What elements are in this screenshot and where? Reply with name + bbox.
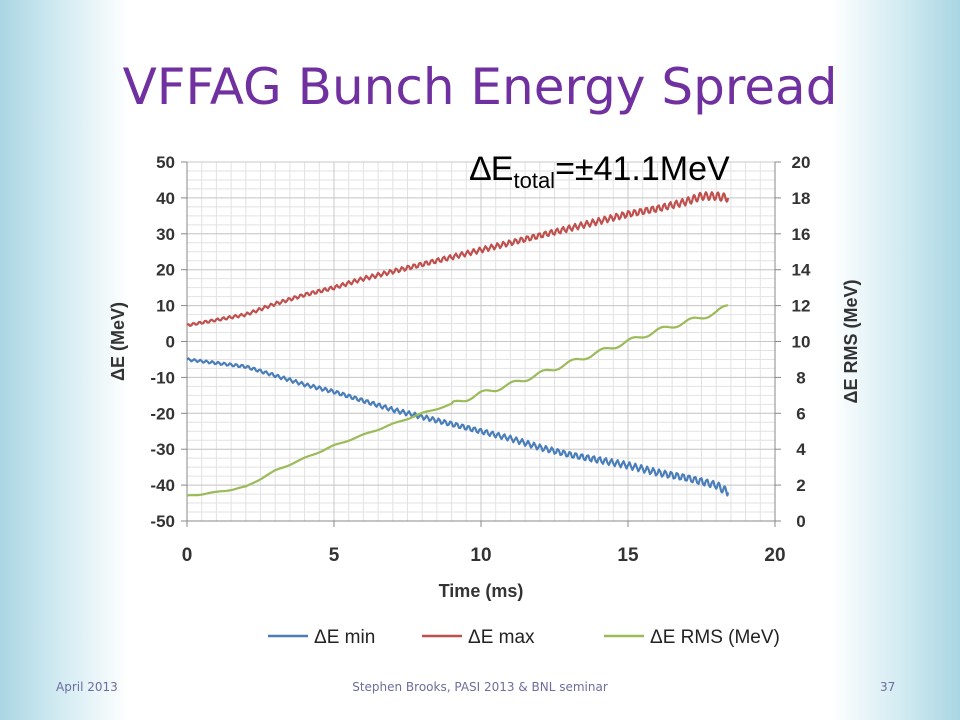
y2-axis-title: ΔE RMS (MeV): [841, 280, 861, 404]
slide-title: VFFAG Bunch Energy Spread: [122, 58, 838, 116]
y2-tick-label: 6: [796, 404, 805, 423]
y-tick-label: -30: [150, 440, 175, 459]
y2-tick-label: 10: [792, 333, 811, 352]
y-axis-title: ΔE (MeV): [108, 302, 128, 381]
y2-tick-label: 14: [792, 261, 811, 280]
y-tick-label: -50: [150, 512, 175, 531]
footer-author: Stephen Brooks, PASI 2013 & BNL seminar: [352, 680, 608, 694]
y-tick-label: -40: [150, 476, 175, 495]
y-tick-label: -10: [150, 368, 175, 387]
x-tick-label: 0: [182, 545, 193, 566]
y2-tick-label: 20: [792, 153, 811, 172]
y2-tick-label: 0: [796, 512, 805, 531]
legend-label-2: ΔE RMS (MeV): [650, 627, 780, 648]
legend-label-1: ΔE max: [468, 627, 535, 648]
y-tick-label: 40: [156, 189, 175, 208]
y2-tick-label: 18: [792, 189, 811, 208]
series-line-2: [186, 304, 729, 497]
x-axis-title: Time (ms): [439, 581, 524, 601]
y-tick-label: 50: [156, 153, 175, 172]
annotation-prefix: ∆E: [470, 150, 514, 188]
y-tick-label: -20: [150, 404, 175, 423]
y-tick-label: 10: [156, 297, 175, 316]
footer-date: April 2013: [56, 680, 118, 694]
x-tick-label: 15: [617, 545, 639, 566]
series-line-0: [186, 357, 730, 497]
y2-tick-label: 4: [796, 440, 806, 459]
y2-tick-label: 12: [792, 297, 811, 316]
series-line-1: [186, 191, 730, 327]
annotation-subscript: total: [513, 167, 556, 193]
legend-label-0: ΔE min: [314, 627, 375, 648]
y2-tick-label: 16: [792, 225, 811, 244]
y-tick-label: 0: [166, 333, 175, 352]
y2-tick-label: 8: [796, 368, 805, 387]
y2-tick-label: 2: [796, 476, 805, 495]
x-tick-label: 5: [329, 545, 340, 566]
annotation-suffix: =±41.1MeV: [555, 150, 730, 188]
y-tick-label: 20: [156, 261, 175, 280]
y-tick-label: 30: [156, 225, 175, 244]
footer-page-number: 37: [880, 680, 896, 694]
energy-spread-annotation: ∆Etotal=±41.1MeV: [470, 150, 730, 194]
x-tick-label: 10: [470, 545, 491, 566]
x-tick-label: 20: [764, 545, 785, 566]
